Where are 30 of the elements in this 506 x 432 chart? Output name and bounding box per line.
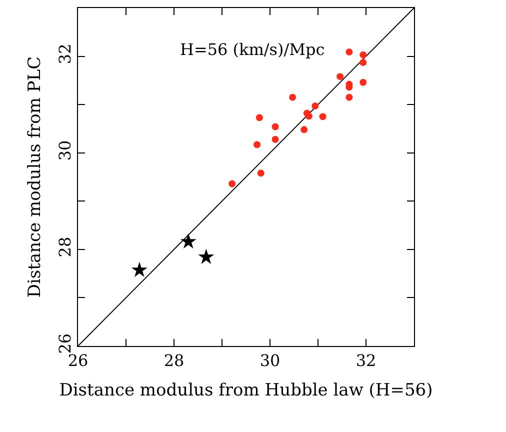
point bbox=[336, 73, 344, 80]
point bbox=[254, 141, 261, 148]
y-axis-title: Distance modulus from PLC bbox=[25, 56, 46, 298]
y-tick-label: 26 bbox=[56, 333, 75, 354]
annotation: H=56 (km/s)/Mpc bbox=[180, 40, 325, 59]
x-axis-title: Distance modulus from Hubble law (H=56) bbox=[59, 380, 433, 401]
x-tick-label: 28 bbox=[164, 351, 184, 370]
y-tick-label: 32 bbox=[56, 44, 75, 64]
point bbox=[131, 262, 148, 277]
point bbox=[305, 112, 312, 120]
point bbox=[272, 136, 279, 143]
point bbox=[180, 233, 196, 248]
point bbox=[319, 113, 326, 120]
y-tick-label: 30 bbox=[56, 140, 75, 161]
point bbox=[360, 78, 367, 86]
point bbox=[346, 48, 353, 56]
y-tick-label: 28 bbox=[56, 236, 75, 258]
point bbox=[346, 94, 353, 101]
point bbox=[360, 59, 367, 66]
point bbox=[228, 180, 236, 188]
point bbox=[360, 51, 367, 58]
point bbox=[289, 94, 296, 101]
point bbox=[256, 114, 263, 122]
x-tick-label: 32 bbox=[356, 351, 376, 370]
point bbox=[198, 248, 214, 264]
point bbox=[257, 170, 264, 177]
point bbox=[300, 126, 308, 134]
point bbox=[272, 123, 279, 130]
x-tick-label: 30 bbox=[260, 351, 280, 370]
point bbox=[312, 102, 319, 110]
